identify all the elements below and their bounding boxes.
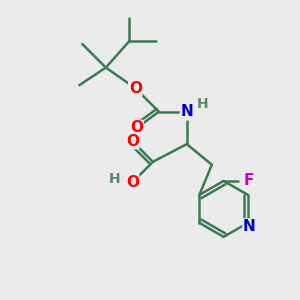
Text: N: N <box>180 104 193 119</box>
Text: F: F <box>244 173 254 188</box>
Text: O: O <box>126 175 139 190</box>
Text: N: N <box>243 219 256 234</box>
Text: H: H <box>197 98 209 111</box>
Text: H: H <box>109 172 121 186</box>
Text: O: O <box>130 120 143 135</box>
Text: O: O <box>129 81 142 96</box>
Text: O: O <box>126 134 139 149</box>
